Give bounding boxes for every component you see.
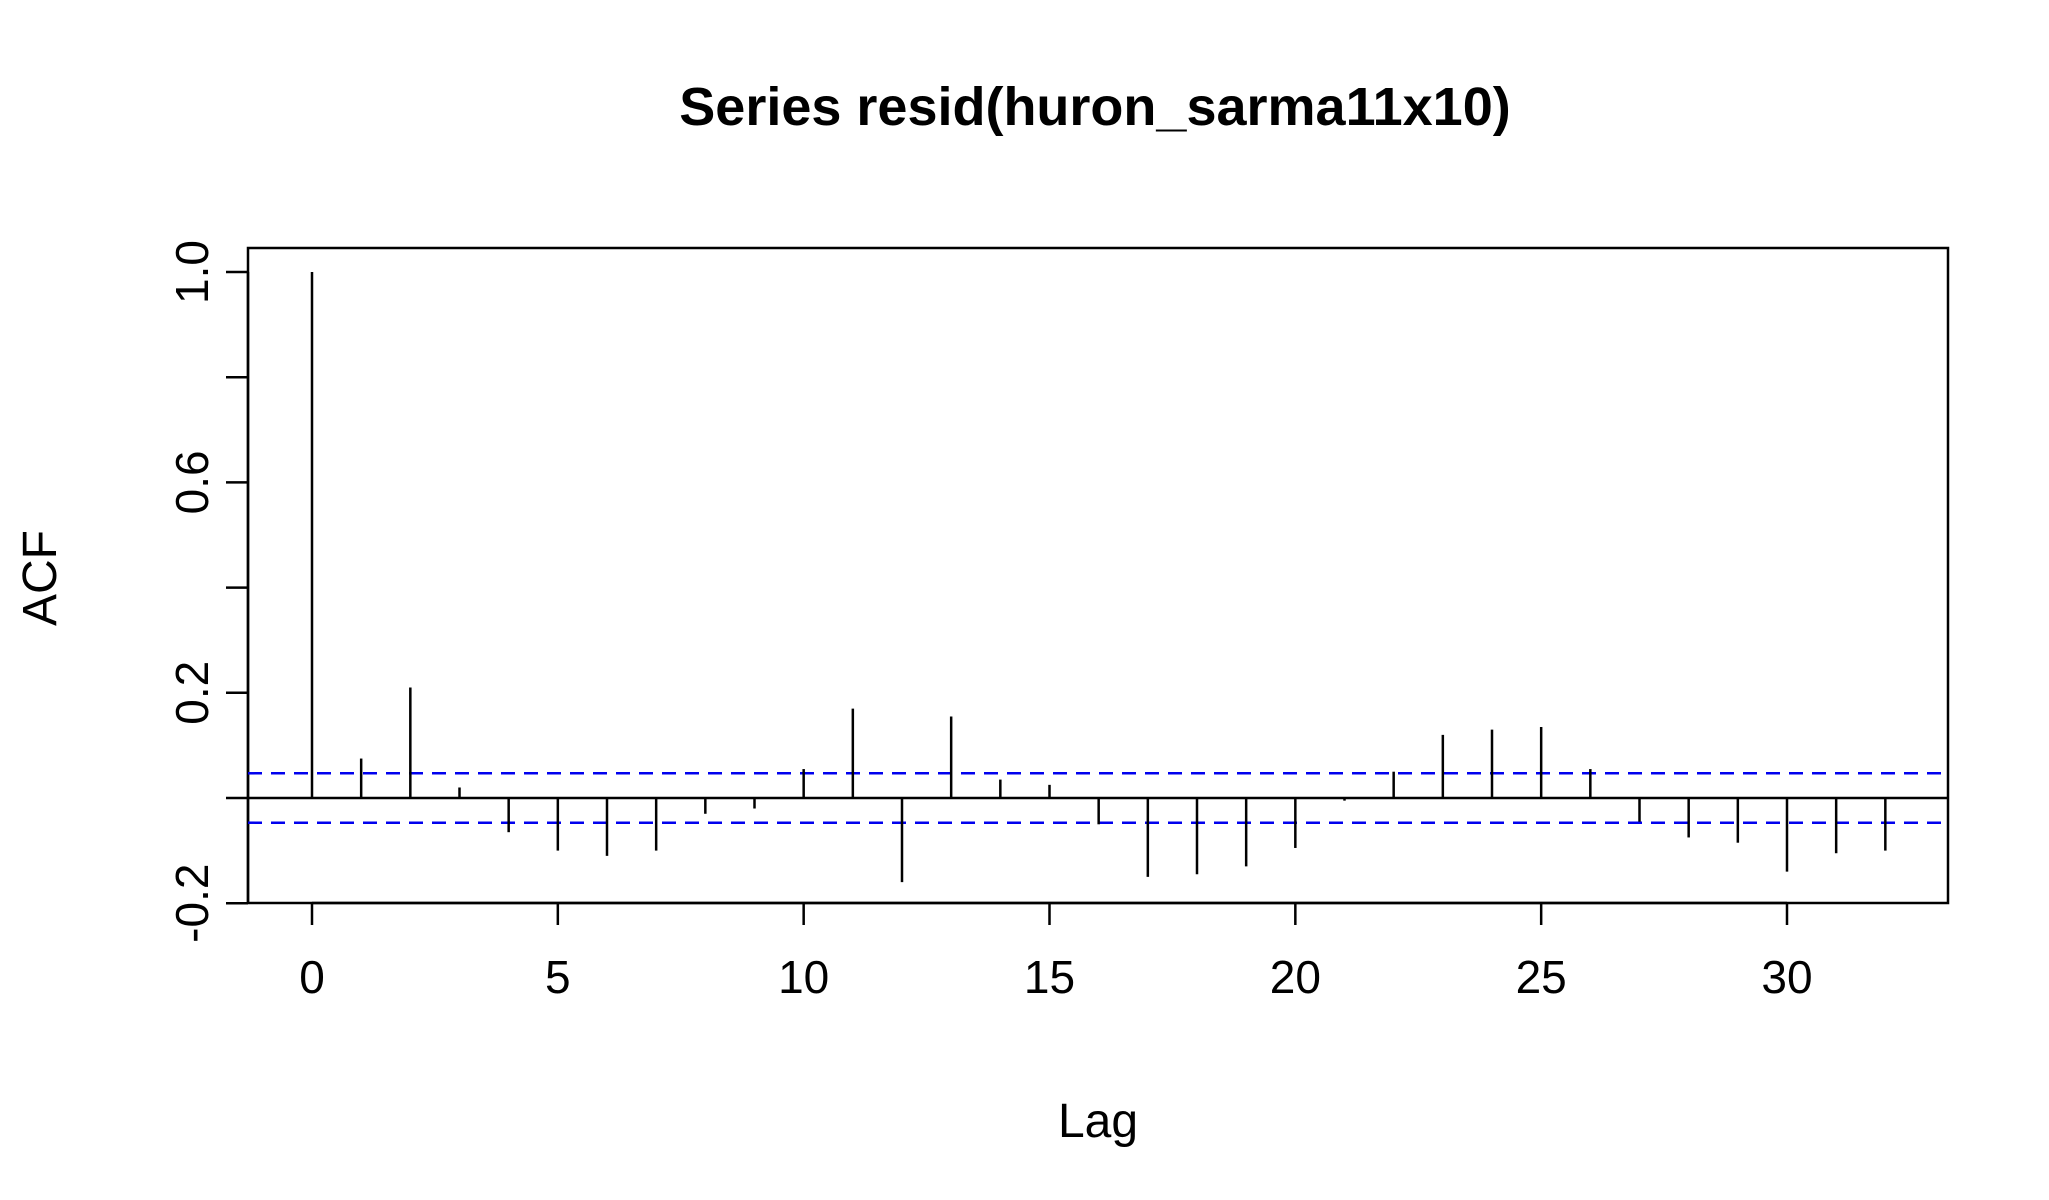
x-tick-label: 30	[1761, 951, 1812, 1003]
x-tick-label: 20	[1270, 951, 1321, 1003]
x-tick-label: 15	[1024, 951, 1075, 1003]
x-tick-label: 5	[545, 951, 571, 1003]
x-tick-label: 25	[1516, 951, 1567, 1003]
y-axis: -0.2 0.2 0.6 1.0	[166, 240, 250, 943]
x-tick-label: 10	[778, 951, 829, 1003]
x-tick-label: 0	[299, 951, 325, 1003]
chart-title: Series resid(huron_sarma11x10)	[679, 77, 1510, 137]
y-tick-label: 1.0	[166, 240, 218, 304]
y-tick-label: -0.2	[166, 864, 218, 943]
y-axis-label: ACF	[14, 530, 67, 626]
x-axis-label: Lag	[1058, 1095, 1138, 1148]
y-tick-label: 0.2	[166, 661, 218, 725]
acf-bars	[310, 272, 1887, 883]
y-tick-label: 0.6	[166, 450, 218, 514]
x-axis: 0 5 10 15 20 25 30	[299, 901, 1813, 1003]
